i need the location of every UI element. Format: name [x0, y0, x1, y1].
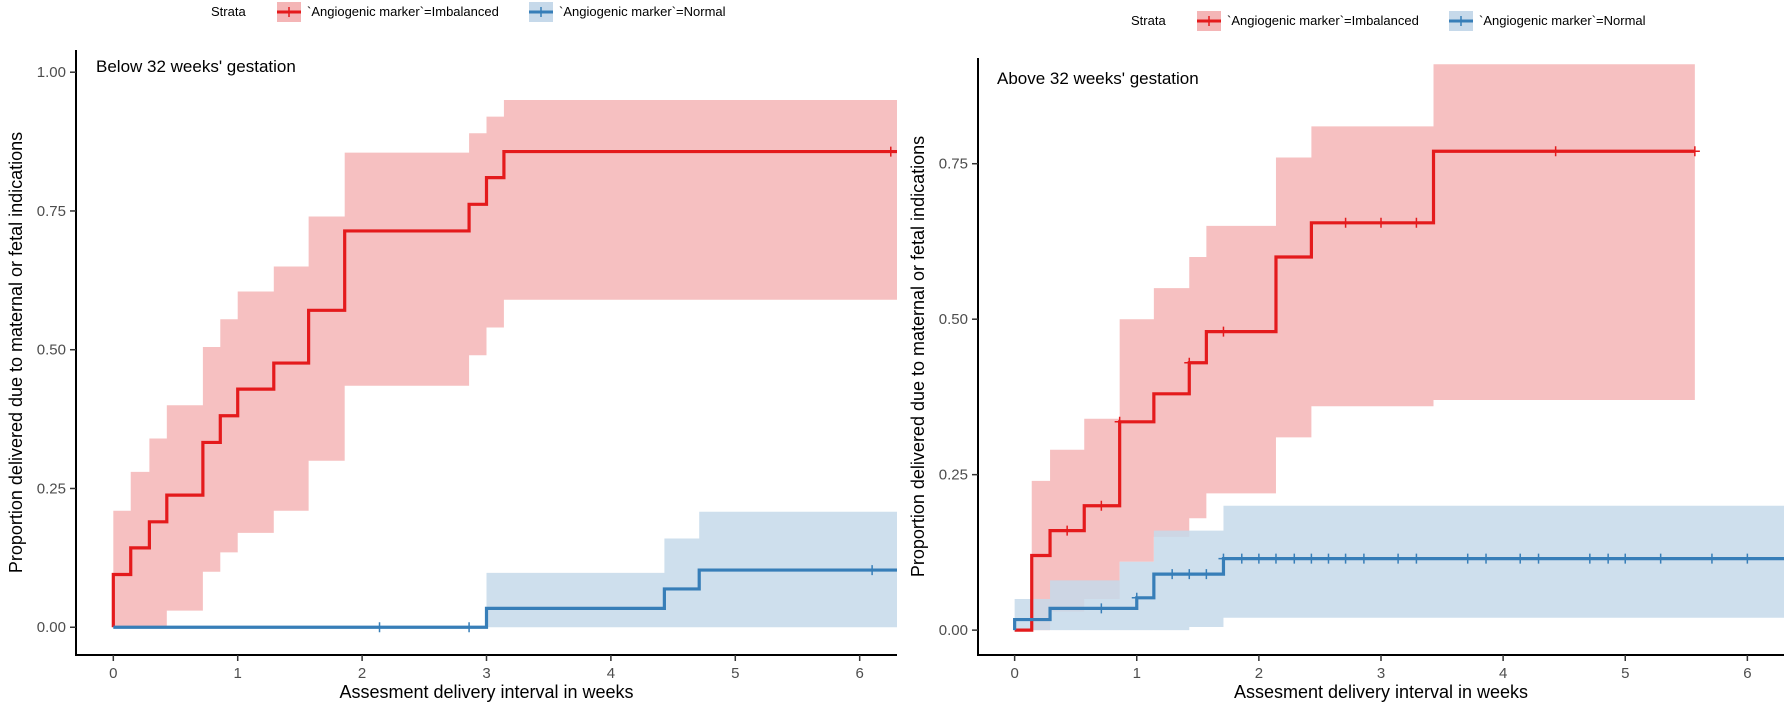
legend-label-normal: `Angiogenic marker`=Normal — [559, 4, 726, 19]
ci-band-imbalanced — [1014, 64, 1695, 631]
censor-mark — [1411, 553, 1422, 564]
ci-band-normal — [113, 511, 897, 628]
censor-mark — [1742, 553, 1753, 564]
x-tick-label: 0 — [1010, 665, 1018, 682]
censor-mark — [1114, 416, 1125, 427]
y-tick-label: 0.50 — [37, 342, 66, 359]
censor-mark — [1201, 569, 1212, 580]
legend-title: Strata — [211, 4, 246, 19]
legend-title: Strata — [1131, 13, 1166, 28]
censor-mark — [1270, 553, 1281, 564]
x-tick-label: 2 — [358, 665, 366, 682]
x-tick-label: 1 — [234, 665, 242, 682]
x-tick-label: 3 — [1377, 665, 1385, 682]
censor-mark — [1584, 553, 1595, 564]
x-tick-label: 4 — [607, 665, 615, 682]
x-axis-title: Assesment delivery interval in weeks — [1234, 682, 1528, 702]
km-curve-imbalanced — [111, 149, 897, 628]
x-tick-label: 2 — [1255, 665, 1263, 682]
y-tick-label: 0.00 — [939, 622, 968, 639]
x-tick-label: 0 — [109, 665, 117, 682]
x-tick-label: 3 — [482, 665, 490, 682]
censor-mark — [1062, 525, 1073, 536]
km-curve-normal — [1013, 557, 1784, 631]
censor-mark — [1533, 553, 1544, 564]
censor-mark — [1515, 553, 1526, 564]
legend-key-imbalanced — [277, 2, 301, 22]
censor-mark — [1550, 146, 1561, 157]
x-tick-label: 1 — [1133, 665, 1141, 682]
censor-mark — [1411, 217, 1422, 228]
y-tick-label: 0.00 — [37, 619, 66, 636]
legend: Strata `Angiogenic marker`=Imbalanced `Ang… — [1131, 11, 1646, 31]
x-tick-label: 5 — [1621, 665, 1629, 682]
legend-label-imbalanced: `Angiogenic marker`=Imbalanced — [1227, 13, 1419, 28]
censor-mark — [1096, 500, 1107, 511]
y-tick-label: 0.50 — [939, 311, 968, 328]
y-tick-label: 1.00 — [37, 64, 66, 81]
legend-key-normal — [1449, 11, 1473, 31]
censor-mark — [374, 622, 385, 633]
x-axis-title: Assesment delivery interval in weeks — [339, 682, 633, 702]
legend-key-imbalanced — [1197, 11, 1221, 31]
censor-mark — [1340, 553, 1351, 564]
censor-mark — [1218, 326, 1229, 337]
y-axis-title: Proportion delivered due to maternal or … — [908, 136, 928, 577]
legend-label-imbalanced: `Angiogenic marker`=Imbalanced — [307, 4, 499, 19]
censor-mark — [1462, 553, 1473, 564]
legend-key-normal — [529, 2, 553, 22]
censor-mark — [1096, 603, 1107, 614]
y-tick-label: 0.25 — [939, 467, 968, 484]
y-tick-label: 0.75 — [37, 203, 66, 220]
ci-band-normal — [1014, 505, 1784, 631]
x-tick-label: 6 — [1743, 665, 1751, 682]
censor-mark — [1393, 553, 1404, 564]
censor-mark — [1603, 553, 1614, 564]
censor-mark — [464, 622, 475, 633]
censor-mark — [1236, 553, 1247, 564]
censor-mark — [1689, 146, 1700, 157]
censor-mark — [1620, 553, 1631, 564]
panel-title: Above 32 weeks' gestation — [997, 69, 1199, 88]
censor-mark — [1218, 553, 1229, 564]
censor-mark — [1340, 217, 1351, 228]
panel-below-32: 0.00 0.25 0.50 0.75 1.00 0 1 2 3 4 5 6 Assesment del… — [6, 50, 897, 702]
censor-mark — [1706, 553, 1717, 564]
x-tick-label: 4 — [1499, 665, 1507, 682]
censor-mark — [1358, 553, 1369, 564]
panel-above-32: 0.00 0.25 0.50 0.75 0 1 2 3 4 5 6 Assesment deliver… — [908, 58, 1784, 702]
x-tick-label: 6 — [856, 665, 864, 682]
y-tick-label: 0.75 — [939, 156, 968, 173]
censor-mark — [1253, 553, 1264, 564]
legend-label-normal: `Angiogenic marker`=Normal — [1479, 13, 1646, 28]
censor-mark — [1167, 569, 1178, 580]
censor-mark — [1376, 217, 1386, 228]
censor-mark — [1289, 553, 1300, 564]
y-axis-title: Proportion delivered due to maternal or … — [6, 132, 26, 573]
censor-mark — [1306, 553, 1317, 564]
km-curve-imbalanced — [1014, 149, 1695, 632]
legend: Strata `Angiogenic marker`=Imbalanced `Ang… — [211, 2, 726, 22]
y-tick-label: 0.25 — [37, 480, 66, 497]
x-tick-label: 5 — [731, 665, 739, 682]
censor-mark — [1131, 592, 1142, 603]
censor-mark — [1481, 553, 1492, 564]
ci-band-imbalanced — [113, 99, 897, 628]
censor-mark — [1184, 569, 1195, 580]
censor-mark — [1655, 553, 1666, 564]
censor-mark — [867, 565, 878, 576]
panel-title: Below 32 weeks' gestation — [96, 57, 296, 76]
censor-mark — [1184, 357, 1195, 368]
censor-mark — [885, 146, 896, 157]
censor-mark — [1323, 553, 1334, 564]
km-curve-normal — [113, 568, 897, 629]
